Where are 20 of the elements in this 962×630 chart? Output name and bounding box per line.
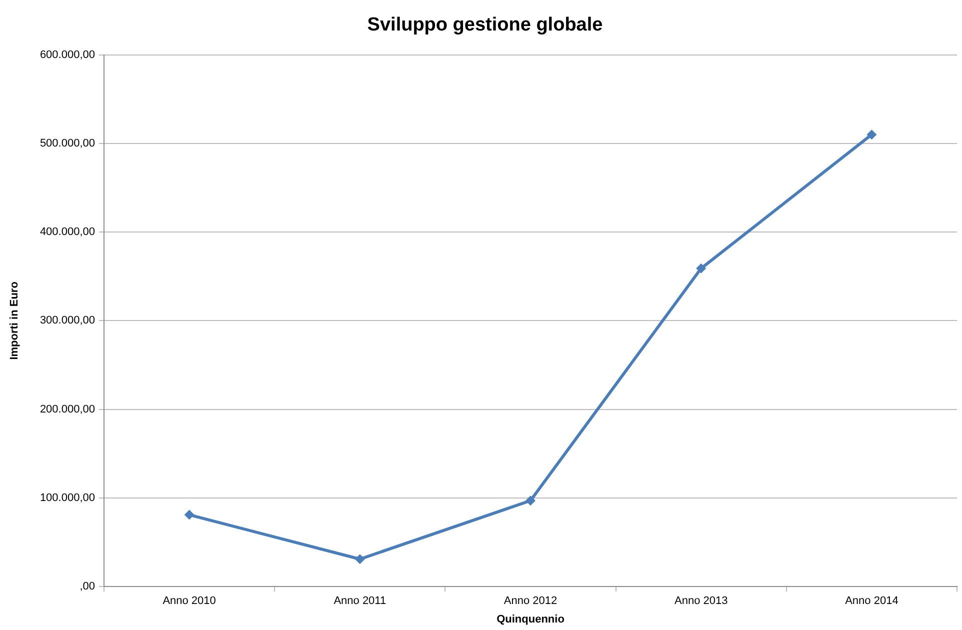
y-tick-label: 400.000,00 xyxy=(40,226,95,238)
x-tick-label: Anno 2013 xyxy=(674,595,728,608)
point xyxy=(866,130,877,140)
y-axis-title: Importi in Euro xyxy=(8,281,21,360)
x-tick-label: Anno 2012 xyxy=(504,595,558,608)
point xyxy=(354,554,365,564)
chart-title: Sviluppo gestione globale xyxy=(367,14,603,36)
y-tick-label: 300.000,00 xyxy=(40,314,95,327)
x-tick-label: Anno 2010 xyxy=(162,595,216,608)
point xyxy=(526,496,536,506)
y-tick-label: 100.000,00 xyxy=(40,492,95,504)
x-tick-label: Anno 2011 xyxy=(334,595,386,608)
x-axis-title: Quinquennio xyxy=(496,613,565,626)
y-tick-label: 500.000,00 xyxy=(40,137,95,150)
y-tick-label: 200.000,00 xyxy=(40,403,95,416)
point xyxy=(696,263,706,274)
y-tick-label: 600.000,00 xyxy=(40,48,95,61)
x-tick-label: Anno 2014 xyxy=(845,595,898,608)
y-tick-label: ,00 xyxy=(80,580,95,593)
point xyxy=(184,510,194,520)
